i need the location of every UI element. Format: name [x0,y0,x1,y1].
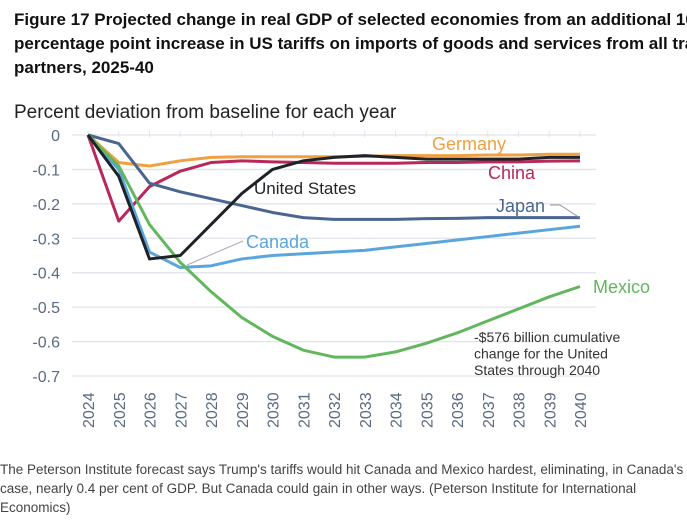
title-line: Figure 17 Projected change in real GDP o… [14,10,687,29]
series-label: Japan [496,196,545,216]
canada-leader-line [186,240,244,266]
x-tick-label: 2033 [358,392,375,428]
x-tick-label: 2025 [112,392,129,428]
x-tick-label: 2026 [143,392,160,428]
series-line-united-states [86,134,580,261]
x-tick-label: 2040 [573,392,590,428]
series-line-mexico [86,133,581,359]
series-line-china [86,134,581,223]
x-tick-label: 2034 [389,392,406,428]
y-tick-label: -0.1 [32,162,60,179]
y-tick-label: 0 [51,128,60,145]
x-tick-label: 2031 [296,392,313,428]
y-tick-label: -0.4 [32,266,60,283]
series-label: China [488,163,536,183]
x-tick-label: 2030 [266,392,283,428]
x-tick-label: 2032 [327,392,344,428]
x-tick-label: 2028 [204,392,221,428]
y-tick-label: -0.3 [32,231,60,248]
x-tick-label: 2037 [481,392,498,428]
x-tick-label: 2039 [542,392,559,428]
y-tick-label: -0.2 [32,197,60,214]
series-label: Mexico [593,277,650,297]
annotation-text: -$576 billion cumulative [474,329,621,345]
title-line: partners, 2025-40 [14,58,154,77]
x-tick-label: 2024 [81,392,98,428]
series-label: Canada [246,232,310,252]
y-tick-label: -0.5 [32,300,60,317]
line-chart: 0 -0.1 -0.2 -0.3 -0.4 -0.5 -0.6 -0.7 2024 2025 202… [32,128,650,428]
series-label: Germany [432,134,506,154]
series-line-canada [86,134,581,270]
photo-caption: The Peterson Institute forecast says Tru… [0,462,684,515]
x-tick-label: 2027 [173,392,190,428]
y-axis-label: Percent deviation from baseline for each… [14,102,397,123]
figure-title: Figure 17 Projected change in real GDP o… [14,8,687,80]
annotation-text: change for the United [474,346,608,362]
annotation-text: States through 2040 [474,362,600,378]
x-tick-label: 2029 [235,392,252,428]
series-line-japan [87,133,580,221]
japan-leader-line [550,204,581,219]
x-tick-label: 2035 [419,392,436,428]
x-tick-label: 2038 [512,392,529,428]
title-line: percentage point increase in US tariffs … [14,34,687,53]
y-tick-label: -0.7 [32,369,60,386]
x-tick-label: 2036 [450,392,467,428]
series-label: United States [254,179,356,198]
y-tick-label: -0.6 [32,335,60,352]
